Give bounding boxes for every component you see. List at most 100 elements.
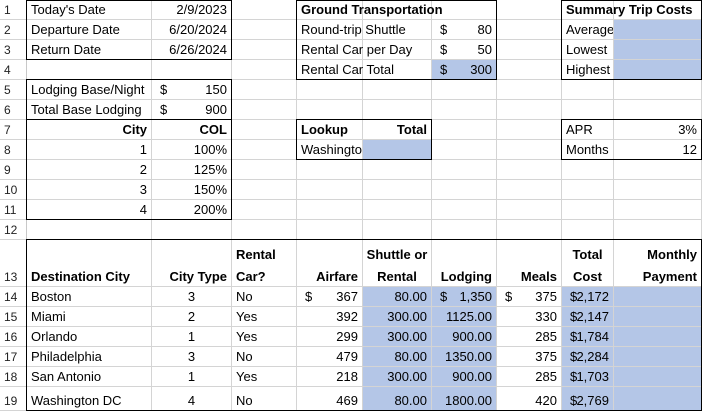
grid-cell[interactable] bbox=[614, 200, 702, 220]
total-cost-cell[interactable]: $1,703 bbox=[562, 367, 614, 387]
meals-cell[interactable]: 285 bbox=[497, 327, 562, 347]
grid-cell[interactable] bbox=[232, 20, 297, 40]
row-header[interactable]: 5 bbox=[0, 80, 27, 100]
todays-date-value[interactable]: 2/9/2023 bbox=[152, 0, 232, 20]
rental-car-cell[interactable]: Yes bbox=[232, 327, 297, 347]
grid-cell[interactable] bbox=[614, 220, 702, 240]
shuttle-rental-cell[interactable]: 80.00 bbox=[363, 347, 432, 367]
total-lodging-value[interactable]: $900 bbox=[152, 100, 232, 120]
row-header[interactable]: 12 bbox=[0, 220, 27, 240]
grid-cell[interactable] bbox=[232, 80, 297, 100]
grid-cell[interactable] bbox=[614, 100, 702, 120]
row-header[interactable]: 1 bbox=[0, 0, 27, 20]
col-header-col[interactable]: COL bbox=[152, 120, 232, 140]
grid-cell[interactable] bbox=[152, 60, 232, 80]
summary-average-value[interactable] bbox=[614, 20, 702, 40]
row-header[interactable]: 10 bbox=[0, 180, 27, 200]
ground-title[interactable]: Ground Transportation bbox=[297, 0, 497, 20]
grid-cell[interactable] bbox=[497, 120, 562, 140]
meals-cell[interactable]: 420 bbox=[497, 387, 562, 411]
meals-cell[interactable]: 375 bbox=[497, 347, 562, 367]
meals-cell[interactable]: 330 bbox=[497, 307, 562, 327]
col-percent-cell[interactable]: 125% bbox=[152, 160, 232, 180]
shuttle-rental-cell[interactable]: 80.00 bbox=[363, 387, 432, 411]
grid-cell[interactable] bbox=[27, 60, 152, 80]
lookup-city-value[interactable]: Washington DC bbox=[297, 140, 363, 160]
destination-city-cell[interactable]: Boston bbox=[27, 287, 152, 307]
header-lodging[interactable]: Lodging bbox=[432, 240, 497, 287]
apr-value[interactable]: 3% bbox=[614, 120, 702, 140]
shuttle-value[interactable]: $80 bbox=[432, 20, 497, 40]
row-header[interactable]: 19 bbox=[0, 387, 27, 411]
shuttle-rental-cell[interactable]: 300.00 bbox=[363, 307, 432, 327]
row-header[interactable]: 18 bbox=[0, 367, 27, 387]
header-airfare[interactable]: Airfare bbox=[297, 240, 363, 287]
lodging-cell[interactable]: 900.00 bbox=[432, 367, 497, 387]
lookup-total-label[interactable]: Total bbox=[363, 120, 432, 140]
rental-car-cell[interactable]: Yes bbox=[232, 307, 297, 327]
lodging-cell[interactable]: 900.00 bbox=[432, 327, 497, 347]
row-header[interactable]: 9 bbox=[0, 160, 27, 180]
grid-cell[interactable] bbox=[614, 160, 702, 180]
header-monthly-payment[interactable]: Monthly Payment bbox=[614, 240, 702, 287]
row-header[interactable]: 6 bbox=[0, 100, 27, 120]
return-date-label[interactable]: Return Date bbox=[27, 40, 152, 60]
grid-cell[interactable] bbox=[152, 220, 232, 240]
row-header[interactable]: 17 bbox=[0, 347, 27, 367]
grid-cell[interactable] bbox=[562, 200, 614, 220]
summary-title[interactable]: Summary Trip Costs bbox=[562, 0, 702, 20]
total-lodging-label[interactable]: Total Base Lodging bbox=[27, 100, 152, 120]
grid-cell[interactable] bbox=[297, 80, 363, 100]
rental-per-day-value[interactable]: $50 bbox=[432, 40, 497, 60]
col-header-city[interactable]: City bbox=[27, 120, 152, 140]
todays-date-label[interactable]: Today's Date bbox=[27, 0, 152, 20]
grid-cell[interactable] bbox=[497, 80, 562, 100]
col-city-cell[interactable]: 1 bbox=[27, 140, 152, 160]
grid-cell[interactable] bbox=[297, 100, 363, 120]
rental-total-label[interactable]: Rental Car Total bbox=[297, 60, 432, 80]
grid-cell[interactable] bbox=[614, 180, 702, 200]
header-rental-car[interactable]: Rental Car? bbox=[232, 240, 297, 287]
airfare-cell[interactable]: 218 bbox=[297, 367, 363, 387]
grid-cell[interactable] bbox=[497, 60, 562, 80]
lodging-cell[interactable]: 1125.00 bbox=[432, 307, 497, 327]
departure-date-value[interactable]: 6/20/2024 bbox=[152, 20, 232, 40]
grid-cell[interactable] bbox=[232, 140, 297, 160]
grid-cell[interactable] bbox=[432, 160, 497, 180]
grid-cell[interactable] bbox=[562, 180, 614, 200]
col-percent-cell[interactable]: 150% bbox=[152, 180, 232, 200]
grid-cell[interactable] bbox=[432, 100, 497, 120]
grid-cell[interactable] bbox=[232, 0, 297, 20]
grid-cell[interactable] bbox=[497, 0, 562, 20]
grid-cell[interactable] bbox=[497, 220, 562, 240]
grid-cell[interactable] bbox=[232, 220, 297, 240]
grid-cell[interactable] bbox=[232, 60, 297, 80]
monthly-payment-cell[interactable] bbox=[614, 387, 702, 411]
summary-highest-value[interactable] bbox=[614, 60, 702, 80]
airfare-cell[interactable]: 479 bbox=[297, 347, 363, 367]
col-city-cell[interactable]: 3 bbox=[27, 180, 152, 200]
city-type-cell[interactable]: 2 bbox=[152, 307, 232, 327]
shuttle-rental-cell[interactable]: 300.00 bbox=[363, 367, 432, 387]
col-city-cell[interactable]: 2 bbox=[27, 160, 152, 180]
rental-car-cell[interactable]: No bbox=[232, 287, 297, 307]
total-cost-cell[interactable]: $2,769 bbox=[562, 387, 614, 411]
col-city-cell[interactable]: 4 bbox=[27, 200, 152, 220]
airfare-cell[interactable]: 299 bbox=[297, 327, 363, 347]
rental-per-day-label[interactable]: Rental Car per Day bbox=[297, 40, 432, 60]
lookup-title[interactable]: Lookup bbox=[297, 120, 363, 140]
lodging-cell[interactable]: 1350.00 bbox=[432, 347, 497, 367]
grid-cell[interactable] bbox=[497, 20, 562, 40]
destination-city-cell[interactable]: San Antonio bbox=[27, 367, 152, 387]
grid-cell[interactable] bbox=[432, 120, 497, 140]
months-value[interactable]: 12 bbox=[614, 140, 702, 160]
summary-lowest-label[interactable]: Lowest bbox=[562, 40, 614, 60]
col-percent-cell[interactable]: 100% bbox=[152, 140, 232, 160]
header-city-type[interactable]: City Type bbox=[152, 240, 232, 287]
row-header[interactable]: 4 bbox=[0, 60, 27, 80]
grid-cell[interactable] bbox=[297, 200, 363, 220]
grid-cell[interactable] bbox=[363, 180, 432, 200]
row-header[interactable]: 7 bbox=[0, 120, 27, 140]
city-type-cell[interactable]: 1 bbox=[152, 367, 232, 387]
row-header[interactable]: 14 bbox=[0, 287, 27, 307]
